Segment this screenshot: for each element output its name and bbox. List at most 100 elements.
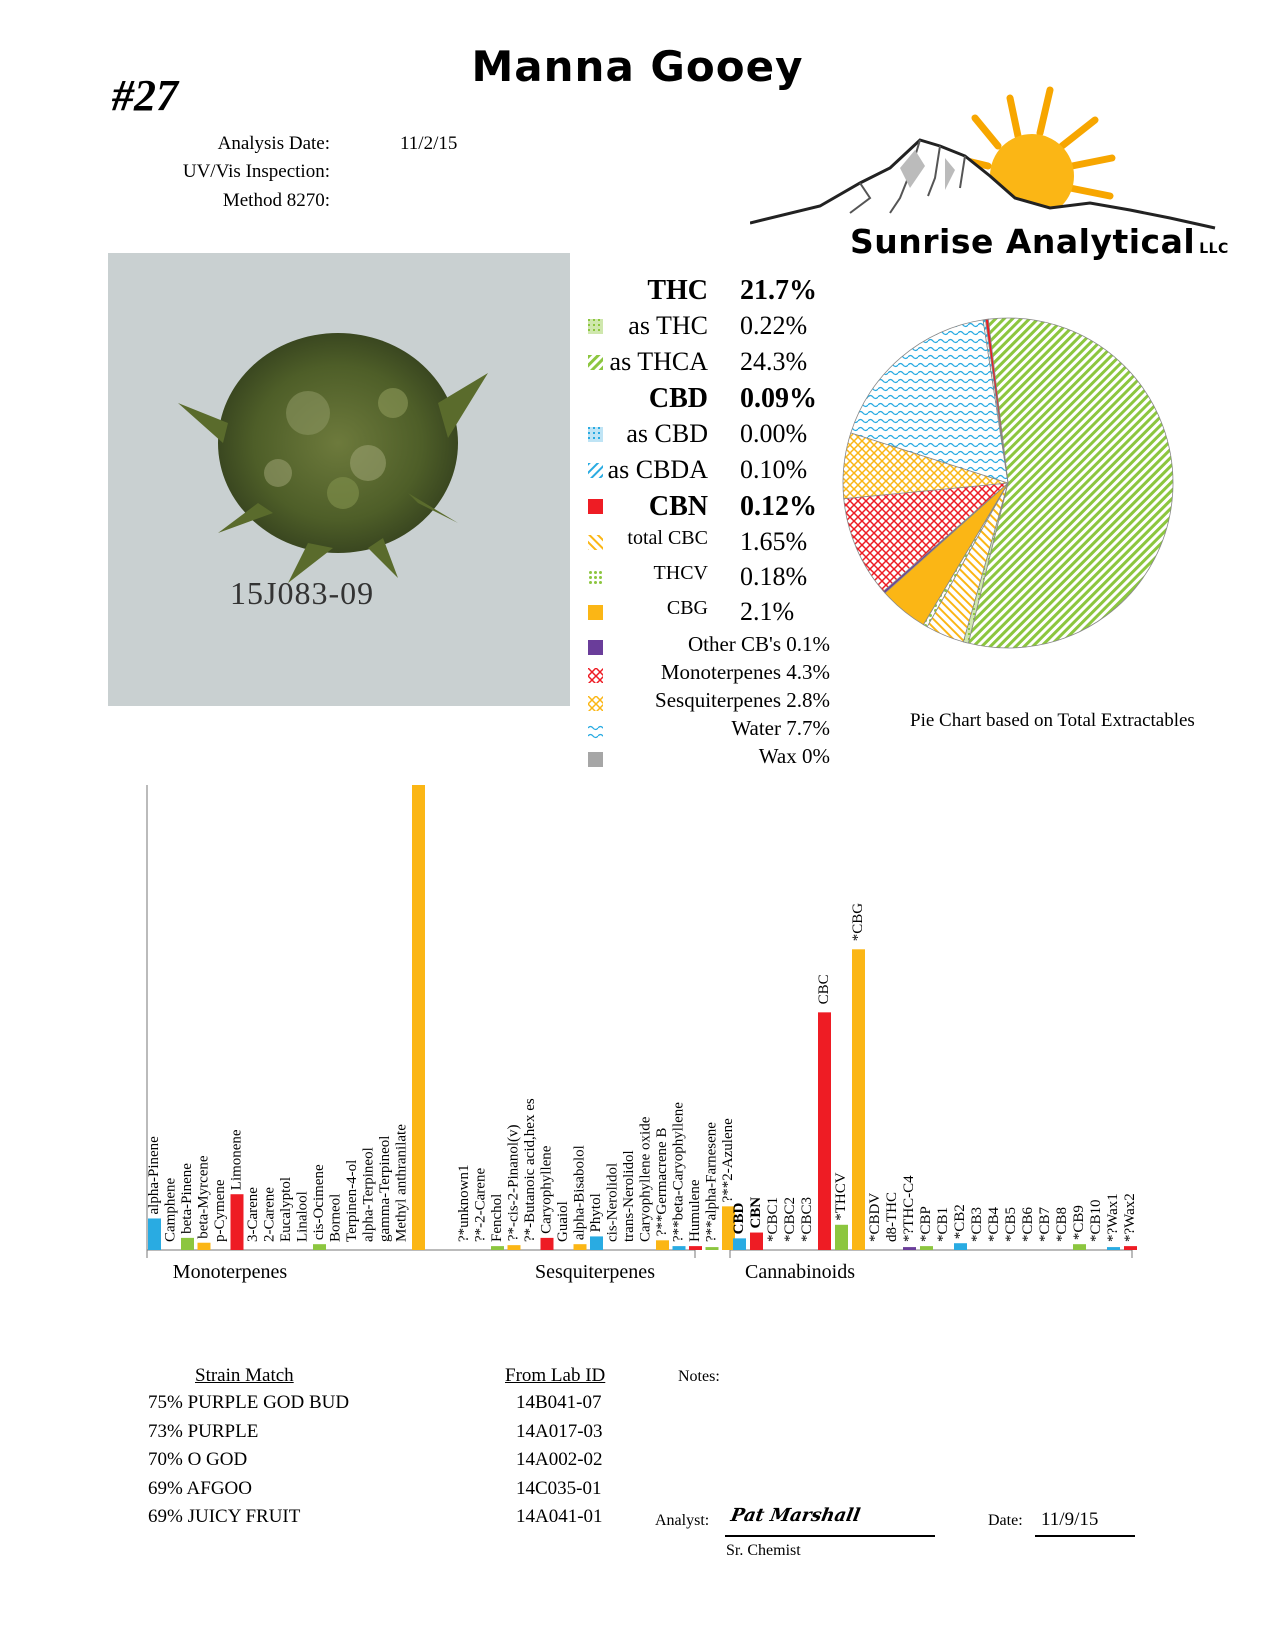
bar-label: Eucalyptol <box>278 1177 294 1242</box>
bar <box>818 1012 831 1250</box>
bar-label: ?**2-Azulene <box>720 1118 736 1202</box>
bar <box>920 1246 933 1250</box>
legend-row: CBG 2.1% <box>580 597 830 631</box>
legend-swatch <box>588 499 603 514</box>
legend-label: THCV <box>653 562 708 584</box>
lab-id-header: From Lab ID <box>505 1365 606 1386</box>
bar-label: Caryophyllene <box>539 1145 555 1234</box>
bar-label: Guaiol <box>555 1201 571 1242</box>
date-label: Date: <box>988 1512 1023 1529</box>
legend-row: total CBC 1.65% <box>580 527 830 561</box>
pie-chart <box>838 313 1178 653</box>
legend-row: Water 7.7% <box>580 716 830 750</box>
bar-label: ?*-Butanoic acid,hex es <box>522 1098 538 1242</box>
bar <box>507 1245 521 1250</box>
bar-label: 2-Carene <box>262 1187 278 1242</box>
legend-value: 2.1% <box>740 597 795 626</box>
bar-label: Phytol <box>588 1193 604 1232</box>
bar-label: Humulene <box>687 1179 703 1242</box>
bar <box>540 1237 554 1250</box>
pie-slice <box>984 318 1009 484</box>
bar-label: *CB7 <box>1037 1206 1053 1242</box>
bar-label: *?THC-C4 <box>901 1175 917 1242</box>
legend-row: CBD 0.09% <box>580 383 830 417</box>
bar <box>313 1244 326 1250</box>
bar-label: ?**Germacrene B <box>654 1128 670 1237</box>
group-label: Sesquiterpenes <box>535 1261 655 1283</box>
strain-lab-id: 14C035-01 <box>516 1477 602 1499</box>
bar-label: CBN <box>748 1197 764 1229</box>
legend-row: CBN 0.12% <box>580 491 830 525</box>
bar-label: *CBG <box>850 903 866 942</box>
legend-label: Other CB's 0.1% <box>687 632 830 656</box>
bar-label: *CB6 <box>1020 1206 1036 1242</box>
bar-label: *CB8 <box>1054 1207 1070 1242</box>
legend-value: 1.65% <box>740 527 808 556</box>
pie-slice <box>967 317 1174 649</box>
bar <box>148 1218 161 1250</box>
bar-label: 3-Carene <box>245 1187 261 1242</box>
bar-label: ?**alpha-Farnesene <box>704 1122 720 1242</box>
bar-label: Limonene <box>229 1129 245 1190</box>
legend-label: Sesquiterpenes 2.8% <box>655 688 830 712</box>
bar-label: p-Cymene <box>212 1179 228 1242</box>
bar <box>1124 1246 1137 1250</box>
pie-slice <box>843 482 1010 592</box>
terpene-cannabinoid-bar-chart: alpha-Pinene Camphene beta-Pinene beta-Myrc… <box>140 765 1180 1325</box>
legend-row: Other CB's 0.1% <box>580 632 830 666</box>
legend-row: Monoterpenes 4.3% <box>580 660 830 694</box>
strain-lab-id: 14A041-01 <box>516 1506 603 1527</box>
bar <box>689 1246 702 1250</box>
analyst-signature-line: Pat Marshall <box>725 1505 935 1537</box>
bar <box>852 949 865 1250</box>
bar-label: alpha-Pinene <box>146 1136 162 1215</box>
bar-label: alpha-Bisabolol <box>572 1145 588 1240</box>
company-logo <box>749 78 1220 253</box>
legend-label: CBG <box>666 597 708 619</box>
legend-value: 21.7% <box>740 275 817 306</box>
sample-number: #27 <box>112 71 178 120</box>
bar <box>197 1242 211 1250</box>
legend-swatch <box>588 605 603 620</box>
legend-row: as THC 0.22% <box>580 311 830 345</box>
legend-label: Monoterpenes 4.3% <box>660 660 830 684</box>
bar <box>705 1247 719 1250</box>
legend-value: 0.10% <box>740 455 808 484</box>
legend-label: as THCA <box>609 347 708 376</box>
bar-label: Camphene <box>163 1178 179 1242</box>
legend-value: 0.09% <box>740 383 817 414</box>
legend-label: Wax 0% <box>758 744 830 768</box>
legend-label: CBN <box>648 491 708 522</box>
legend-row: as CBD 0.00% <box>580 419 830 453</box>
mountain-icon <box>749 138 1216 230</box>
legend-value: 0.22% <box>740 311 808 340</box>
legend-label: as CBDA <box>607 455 708 484</box>
legend-swatch <box>588 355 603 370</box>
legend-value: 0.18% <box>740 562 808 591</box>
legend-swatch <box>588 696 603 711</box>
bar <box>573 1244 587 1250</box>
legend-value: 0.00% <box>740 419 808 448</box>
bar <box>590 1236 603 1250</box>
group-label: Cannabinoids <box>745 1261 855 1283</box>
sample-id-label: 15J083-09 <box>230 575 375 611</box>
bar <box>656 1240 669 1250</box>
bar-label: *?Wax2 <box>1122 1193 1138 1242</box>
bar-label: Linalool <box>295 1191 311 1242</box>
bar <box>835 1224 848 1250</box>
bar <box>903 1247 916 1250</box>
strain-lab-id: 14A002-02 <box>516 1449 603 1470</box>
bar <box>1107 1247 1120 1250</box>
strain-match-item: 75% PURPLE GOD BUD <box>148 1392 350 1413</box>
strain-match-item: 70% O GOD <box>148 1449 248 1470</box>
bar <box>181 1237 194 1250</box>
bar <box>491 1246 504 1250</box>
bar-label: beta-Pinene <box>179 1163 195 1234</box>
analyst-label: Analyst: <box>655 1512 710 1529</box>
legend-value: 0.12% <box>740 491 817 522</box>
bar <box>230 1194 244 1250</box>
bar-label: Terpinen-4-ol <box>344 1160 360 1242</box>
legend-row: as CBDA 0.10% <box>580 455 830 489</box>
bar-label: Caryophyllene oxide <box>638 1116 654 1242</box>
method-label: Method 8270: <box>222 190 330 211</box>
